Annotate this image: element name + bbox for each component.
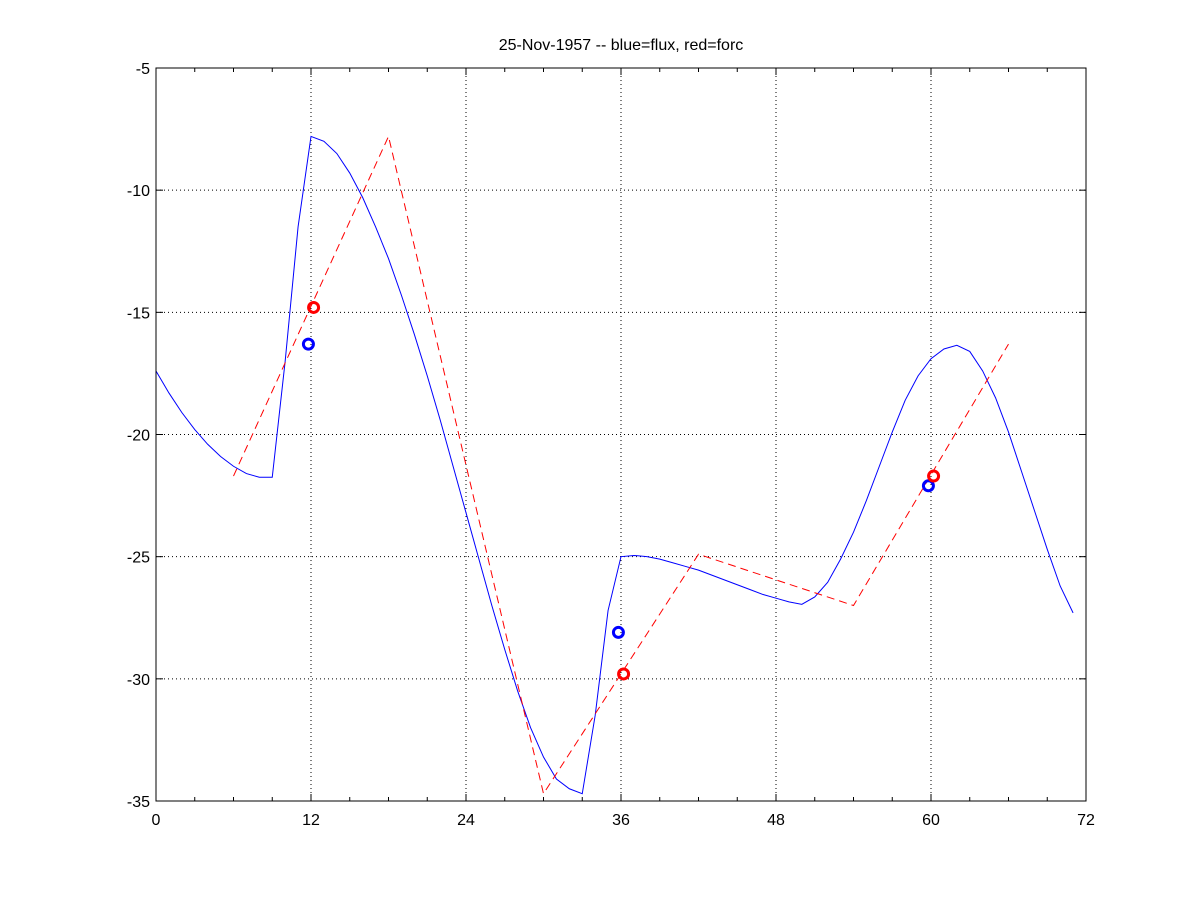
forc-series-line xyxy=(233,134,1009,795)
x-tick-label: 36 xyxy=(612,812,630,829)
x-tick-label: 24 xyxy=(457,812,475,829)
x-tick-label: 48 xyxy=(767,812,785,829)
x-tick-label: 60 xyxy=(922,812,940,829)
y-tick-label: -15 xyxy=(127,305,150,322)
x-tick-label: 12 xyxy=(302,812,320,829)
y-tick-label: -10 xyxy=(127,183,150,200)
x-tick-label: 0 xyxy=(152,812,161,829)
flux-marker xyxy=(921,479,935,493)
y-tick-label: -20 xyxy=(127,428,150,445)
flux-marker xyxy=(611,625,625,639)
flux-series-line xyxy=(155,135,1074,795)
x-tick-label: 72 xyxy=(1077,812,1095,829)
axes-layer xyxy=(155,67,1087,802)
chart-title: 25-Nov-1957 -- blue=flux, red=forc xyxy=(499,37,744,54)
flux-marker xyxy=(301,337,315,351)
y-tick-label: -5 xyxy=(136,61,150,78)
forc-marker xyxy=(307,300,321,314)
marker-layer xyxy=(301,300,941,681)
y-tick-label: -35 xyxy=(127,794,150,811)
series-layer xyxy=(155,134,1074,795)
tick-label-layer: 0 12 24 36 48 60 72 -5 -10 -15 -20 -25 -30 -35 xyxy=(127,61,1095,829)
forc-marker xyxy=(927,469,941,483)
y-tick-label: -30 xyxy=(127,672,150,689)
forc-marker xyxy=(617,667,631,681)
y-tick-label: -25 xyxy=(127,550,150,567)
